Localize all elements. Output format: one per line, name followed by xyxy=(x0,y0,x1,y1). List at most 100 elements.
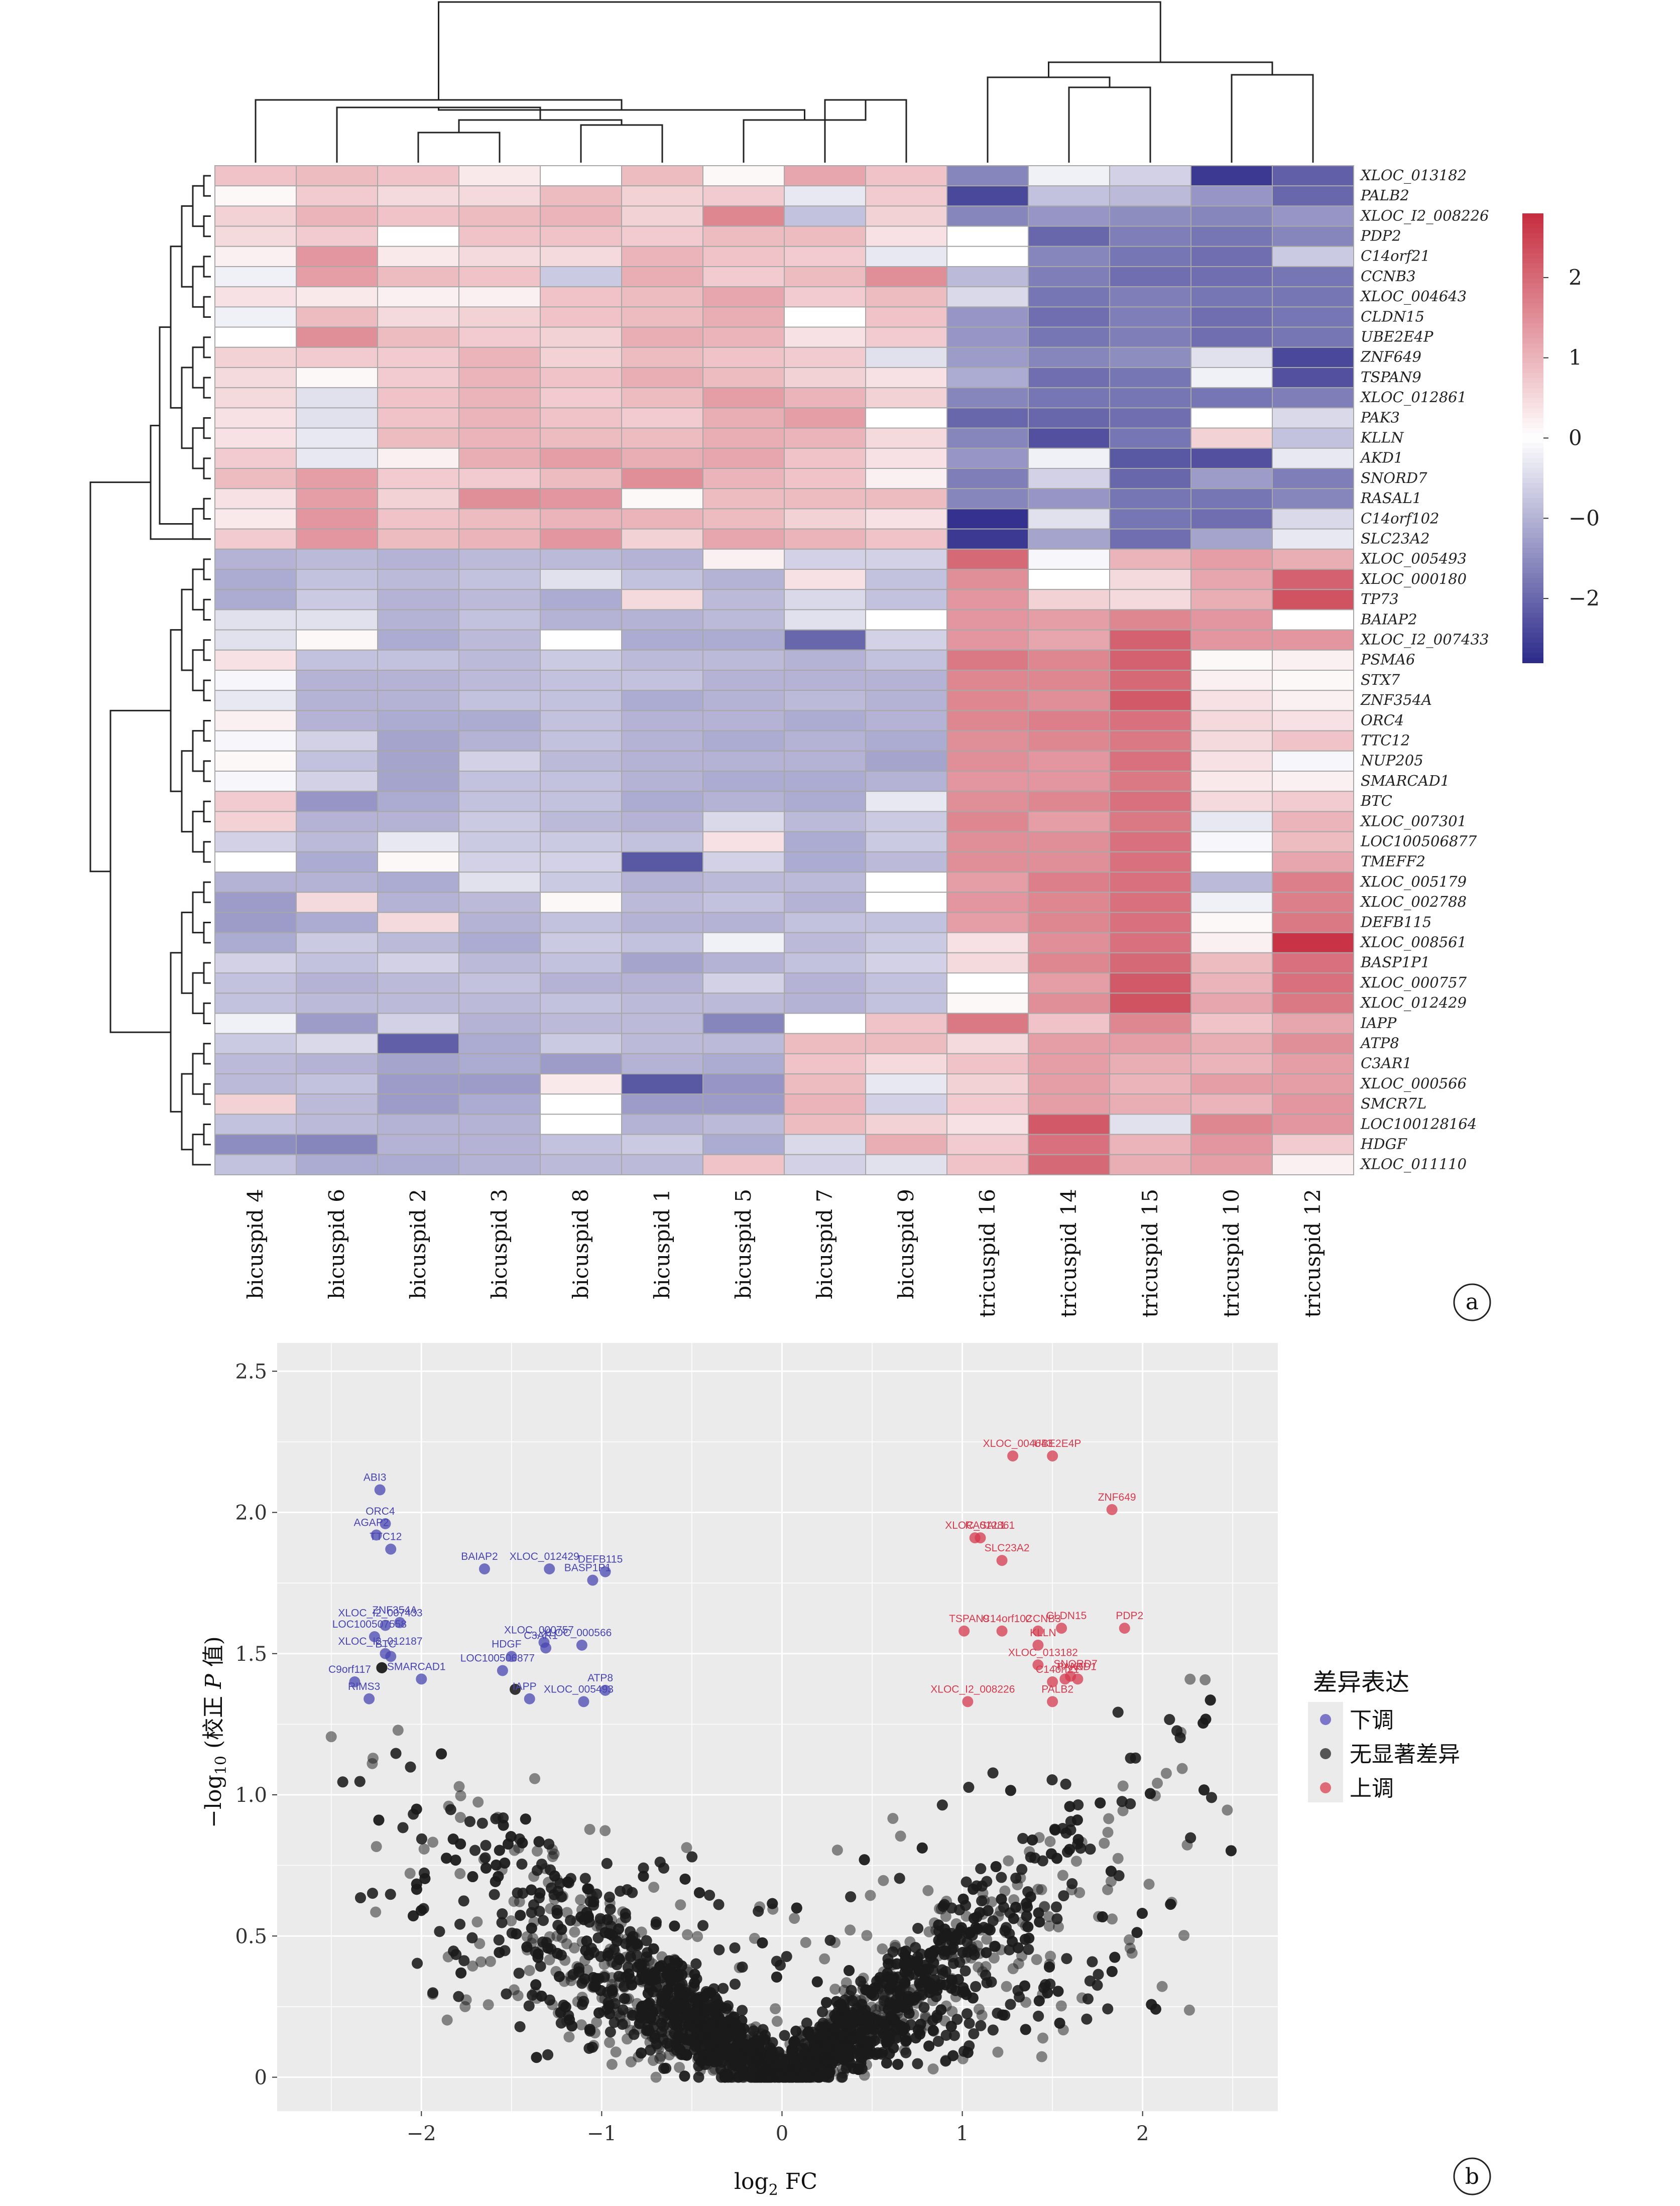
heatmap-cell xyxy=(377,387,459,409)
heatmap-cell xyxy=(458,528,541,550)
gene-label: CLDN15 xyxy=(1361,308,1424,325)
colorbar-segment xyxy=(1522,228,1543,234)
not-significant-point xyxy=(493,1934,505,1946)
heatmap-cell xyxy=(784,286,866,308)
not-significant-point xyxy=(1143,1878,1155,1890)
dendrogram-branch xyxy=(170,246,182,409)
heatmap-cell xyxy=(1109,932,1191,953)
heatmap-cell xyxy=(1028,912,1110,933)
heatmap-cell xyxy=(784,771,866,792)
heatmap-cell xyxy=(702,1013,785,1034)
not-significant-point xyxy=(757,2024,769,2035)
heatmap-cell xyxy=(540,266,622,288)
heatmap-cell xyxy=(702,629,785,651)
not-significant-point xyxy=(1001,1981,1012,1992)
heatmap-cell xyxy=(946,791,1029,812)
heatmap-cell xyxy=(458,750,541,772)
heatmap-cell xyxy=(214,225,297,247)
heatmap-cell xyxy=(702,1154,785,1176)
heatmap-cell xyxy=(458,427,541,449)
heatmap-cell xyxy=(1190,1053,1273,1075)
heatmap-cell xyxy=(946,1013,1029,1034)
heatmap-cell xyxy=(865,1154,947,1176)
heatmap-cell xyxy=(540,952,622,974)
not-significant-point xyxy=(1102,1884,1114,1895)
not-significant-point xyxy=(650,2071,662,2083)
heatmap-cell xyxy=(1190,1013,1273,1034)
heatmap-cell xyxy=(946,326,1029,348)
heatmap-cell xyxy=(621,1154,703,1176)
heatmap-cell xyxy=(621,730,703,752)
heatmap-cell xyxy=(946,447,1029,469)
heatmap-cell xyxy=(946,831,1029,852)
heatmap-cell xyxy=(458,1033,541,1054)
heatmap-cell xyxy=(296,367,378,389)
heatmap-cell xyxy=(296,649,378,671)
colorbar-segment xyxy=(1522,543,1543,549)
heatmap-cell xyxy=(865,690,947,711)
heatmap-cell xyxy=(784,1093,866,1115)
not-significant-point xyxy=(537,1915,549,1926)
colorbar-segment xyxy=(1522,508,1543,514)
heatmap-cell xyxy=(865,670,947,691)
heatmap-cell xyxy=(784,246,866,267)
heatmap-cell xyxy=(1272,1134,1354,1155)
heatmap-cell xyxy=(621,952,703,974)
not-significant-point xyxy=(472,1796,484,1808)
heatmap-cell xyxy=(1109,407,1191,429)
heatmap-cell xyxy=(621,488,703,510)
colorbar-segment xyxy=(1522,308,1543,314)
heatmap-cell xyxy=(621,932,703,953)
heatmap-cell xyxy=(946,730,1029,752)
heatmap-cell xyxy=(946,387,1029,409)
colorbar-segment xyxy=(1522,293,1543,299)
heatmap-cell xyxy=(865,649,947,671)
heatmap-cell xyxy=(1028,346,1110,368)
not-significant-point xyxy=(575,1894,586,1906)
heatmap-cell xyxy=(540,468,622,489)
heatmap-cell xyxy=(1190,286,1273,308)
heatmap-cell xyxy=(540,1013,622,1034)
heatmap-cell xyxy=(1028,892,1110,913)
heatmap-cell xyxy=(621,771,703,792)
heatmap-cell xyxy=(1272,508,1354,530)
heatmap-cell xyxy=(214,791,297,812)
heatmap-cell xyxy=(946,165,1029,187)
heatmap-cell xyxy=(214,771,297,792)
heatmap-cell xyxy=(1109,1033,1191,1054)
heatmap-cell xyxy=(702,912,785,933)
heatmap-cell xyxy=(1028,710,1110,731)
dendrogram-branch xyxy=(181,911,193,994)
heatmap-cell xyxy=(865,750,947,772)
heatmap-cell xyxy=(1272,750,1354,772)
heatmap-cell xyxy=(702,246,785,267)
heatmap-cell xyxy=(702,508,785,530)
colorbar-segment xyxy=(1522,448,1543,454)
heatmap-cell xyxy=(865,791,947,812)
heatmap-cell xyxy=(702,488,785,510)
heatmap-cell xyxy=(214,872,297,893)
heatmap-cell xyxy=(702,1033,785,1054)
heatmap-cell xyxy=(214,387,297,409)
heatmap-cell xyxy=(1109,185,1191,207)
not-significant-point xyxy=(610,2046,622,2058)
not-significant-point xyxy=(474,1938,486,1949)
heatmap-cell xyxy=(296,326,378,348)
heatmap-cell xyxy=(784,1073,866,1095)
heatmap-cell xyxy=(377,205,459,227)
sample-label: bicuspid 2 xyxy=(406,1189,430,1299)
not-significant-point xyxy=(453,1781,465,1792)
dendrogram-branch xyxy=(417,132,501,163)
heatmap-cell xyxy=(784,185,866,207)
heatmap-cell xyxy=(1109,528,1191,550)
heatmap-cell xyxy=(784,851,866,873)
heatmap-cell xyxy=(1190,629,1273,651)
heatmap-cell xyxy=(1109,225,1191,247)
heatmap-cell xyxy=(1028,872,1110,893)
colorbar-tick-label: 2 xyxy=(1569,265,1582,290)
heatmap-cell xyxy=(1109,266,1191,288)
colorbar-segment xyxy=(1522,258,1543,264)
heatmap-cell xyxy=(702,185,785,207)
heatmap-cell xyxy=(784,387,866,409)
heatmap-cell xyxy=(377,266,459,288)
